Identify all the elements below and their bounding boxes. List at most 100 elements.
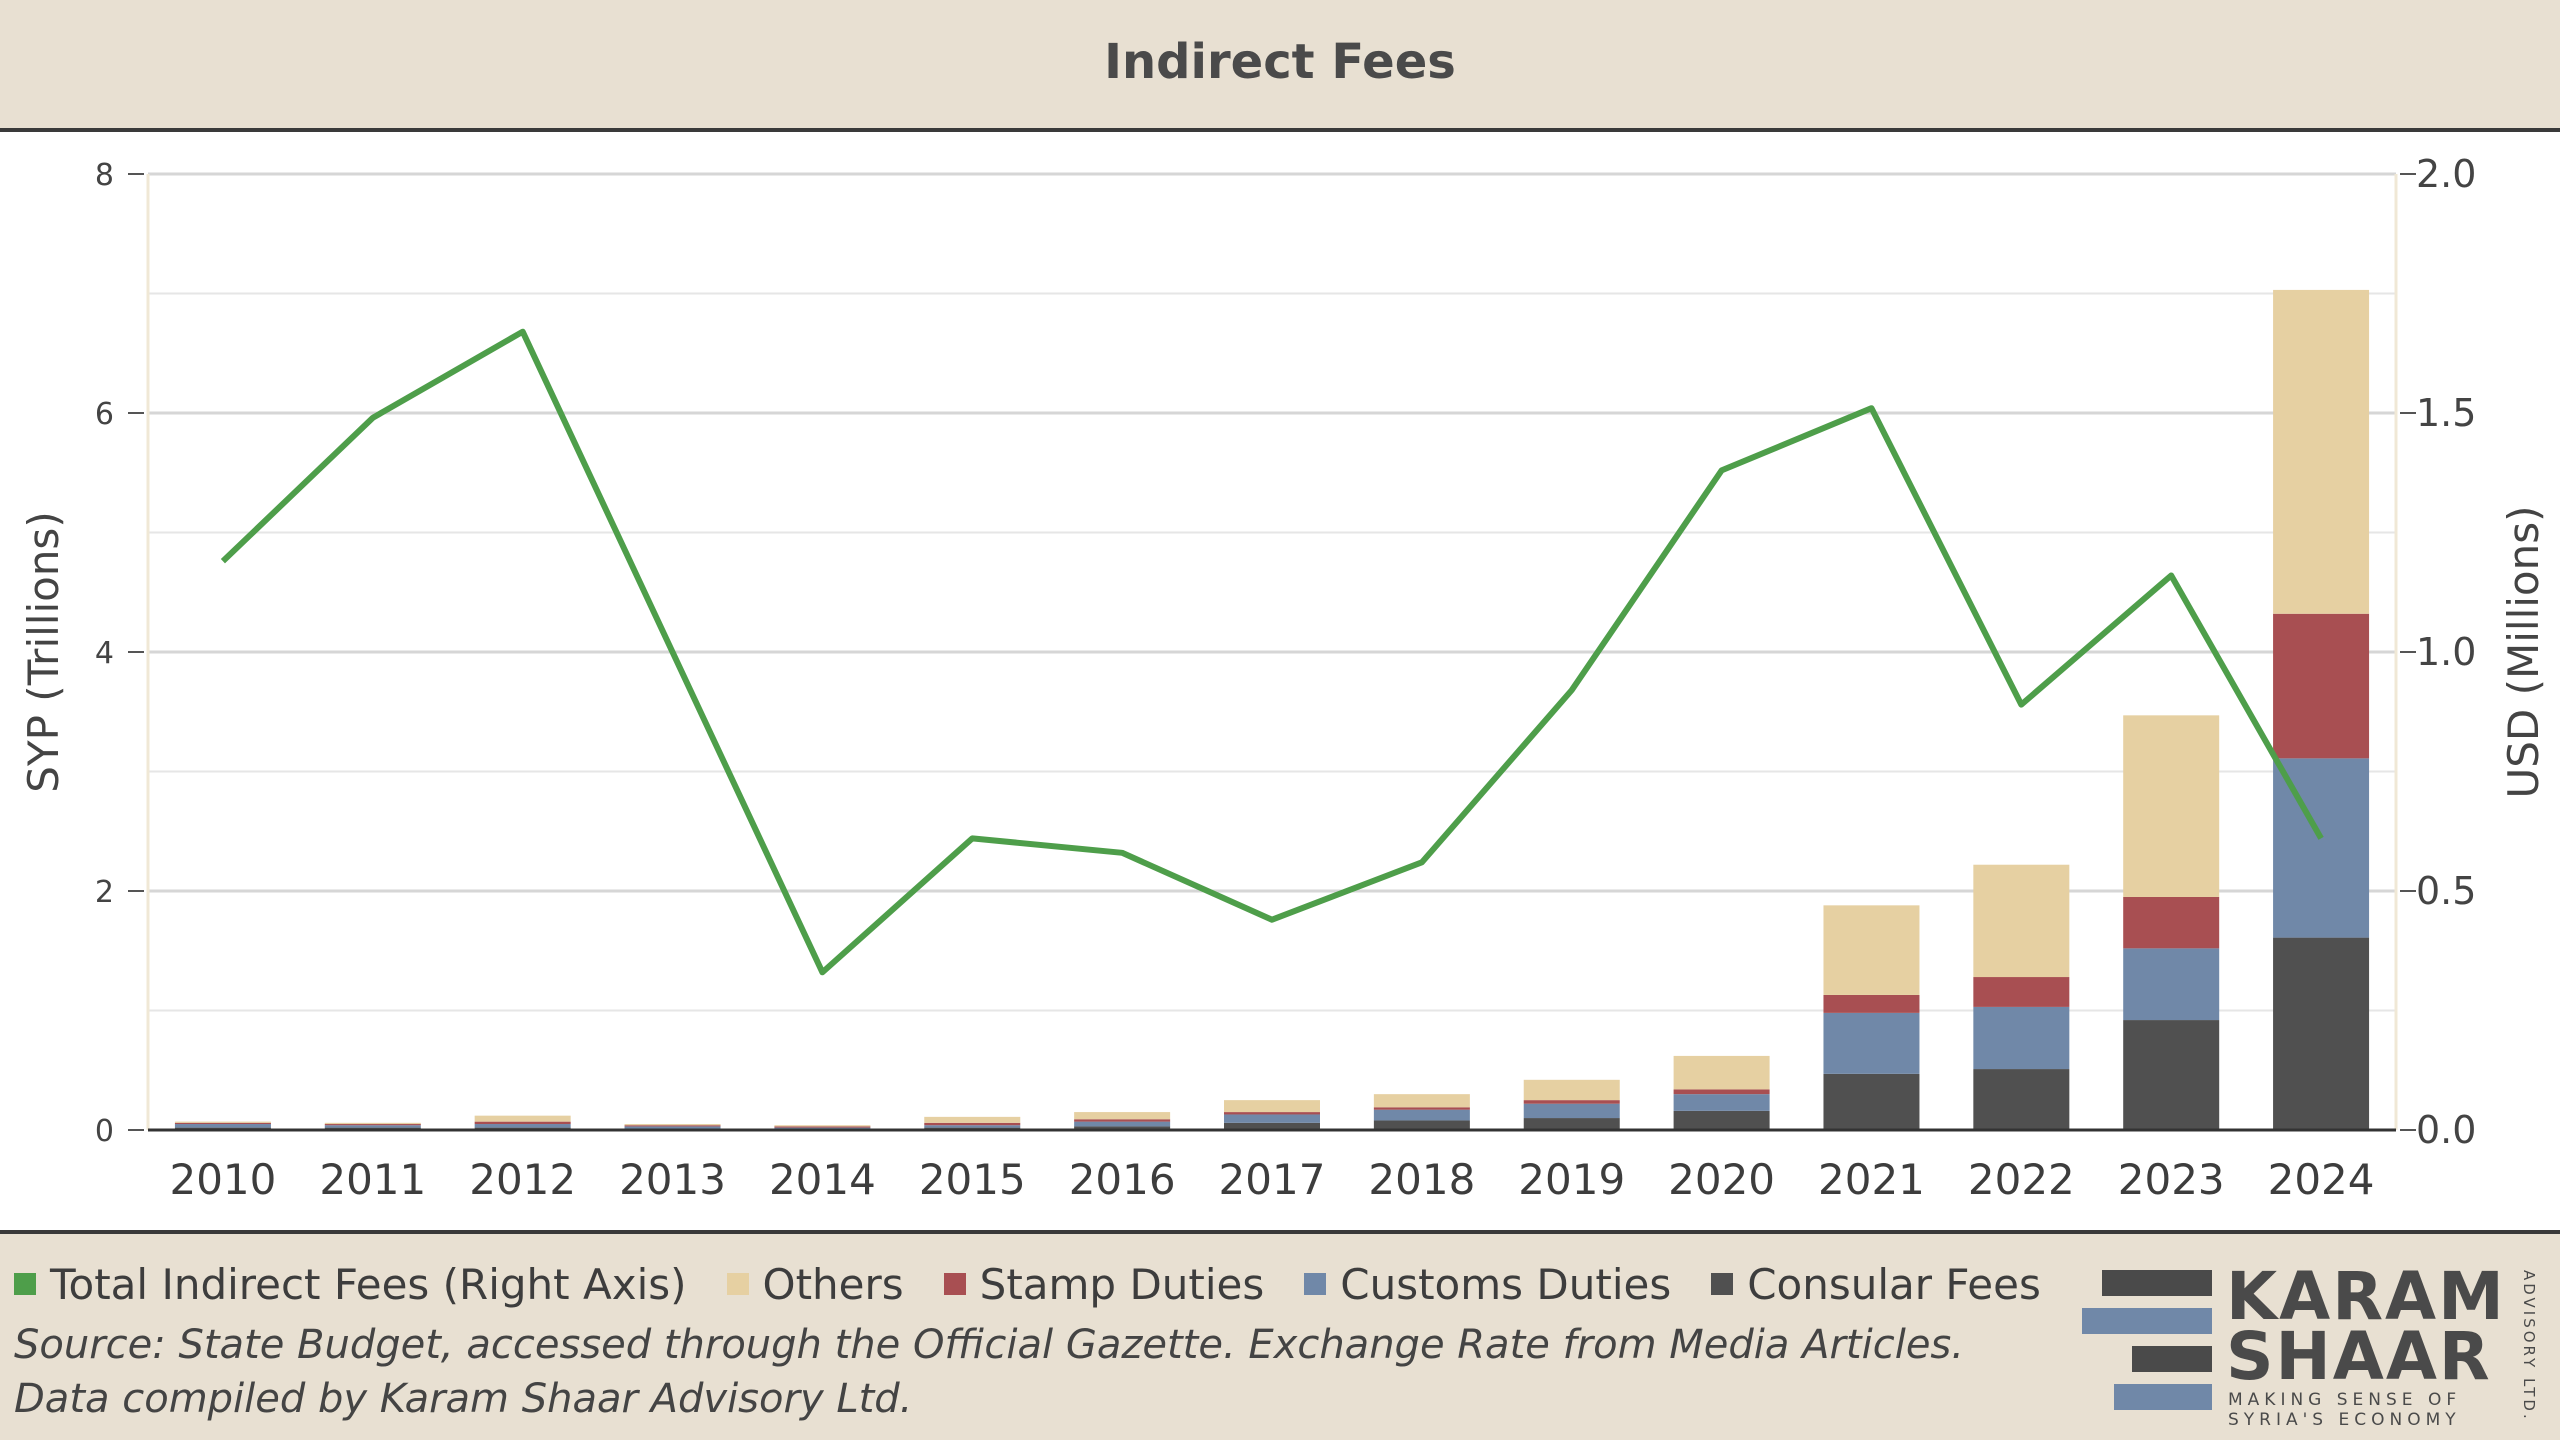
bar-stamp-duties-2010 [174, 1122, 271, 1125]
legend-swatch [726, 1273, 749, 1295]
bar-customs-duties-2022 [1973, 1006, 2070, 1070]
bar-consular-fees-2024 [2273, 937, 2370, 1130]
x-tick-label: 2011 [319, 1155, 426, 1204]
bar-others-2022 [1973, 864, 2070, 978]
y2-tick-label: 0.0 [2416, 1108, 2476, 1152]
legend-swatch [1304, 1273, 1327, 1295]
logo-bar [2102, 1270, 2212, 1296]
x-tick-label: 2024 [2268, 1155, 2375, 1204]
legend-label: Stamp Duties [979, 1259, 1265, 1309]
bar-others-2011 [324, 1122, 421, 1125]
bar-stamp-duties-2019 [1523, 1100, 1620, 1104]
plot-area: 0 2 4 6 8 0.0 0.5 1.0 1.5 2.0 SYP (Trillions) USD (… [0, 132, 2560, 1234]
bar-others-2016 [1074, 1112, 1171, 1120]
bar-stamp-duties-2018 [1373, 1107, 1470, 1110]
x-tick-label: 2010 [169, 1155, 276, 1204]
bar-stamp-duties-2016 [1074, 1119, 1171, 1122]
legend: Total Indirect Fees (Right Axis) Others St… [14, 1254, 2081, 1314]
y2-tick-label: 0.5 [2416, 869, 2476, 913]
bar-stamp-duties-2015 [924, 1122, 1021, 1126]
x-tick-label: 2014 [769, 1155, 876, 1204]
bar-stamp-duties-2024 [2273, 613, 2370, 759]
logo-tagline-1: MAKING SENSE OF [2228, 1390, 2462, 1410]
chart: 0 2 4 6 8 0.0 0.5 1.0 1.5 2.0 SYP (Trillions) USD (… [19, 152, 2548, 1204]
bar-others-2017 [1224, 1100, 1320, 1113]
bar-others-2014 [774, 1125, 871, 1127]
y2-tick-label: 1.0 [2416, 630, 2476, 674]
bar-stamp-duties-2014 [774, 1126, 871, 1128]
bar-consular-fees-2023 [2123, 1020, 2220, 1130]
x-tick-label: 2013 [619, 1155, 726, 1204]
x-tick-label: 2016 [1069, 1155, 1176, 1204]
bar-consular-fees-2018 [1373, 1120, 1470, 1130]
bar-customs-duties-2011 [324, 1125, 421, 1128]
bar-consular-fees-2022 [1973, 1069, 2070, 1130]
legend-item: Others [726, 1260, 904, 1309]
bar-others-2010 [174, 1121, 271, 1123]
legend-item: Consular Fees [1711, 1260, 2041, 1309]
x-tick-label: 2022 [1968, 1155, 2075, 1204]
bar-stamp-duties-2021 [1823, 994, 1920, 1013]
bar-customs-duties-2015 [924, 1125, 1021, 1128]
y-tick-label: 2 [95, 875, 114, 910]
bar-stamp-duties-2020 [1673, 1089, 1770, 1095]
bar-customs-duties-2020 [1673, 1094, 1770, 1111]
legend-swatch [14, 1273, 36, 1295]
bar-customs-duties-2016 [1074, 1121, 1171, 1127]
x-tick-label: 2020 [1668, 1155, 1775, 1204]
logo-side-text: ADVISORY LTD. [2520, 1270, 2538, 1422]
bar-others-2021 [1823, 905, 1920, 995]
logo-word-shaar: SHAAR [2226, 1318, 2492, 1395]
bar-others-2015 [924, 1116, 1021, 1123]
bar-consular-fees-2019 [1523, 1118, 1620, 1130]
y-tick-label: 8 [95, 158, 114, 193]
bar-others-2013 [624, 1124, 721, 1126]
y2-tick-label: 2.0 [2416, 152, 2476, 196]
chart-title: Indirect Fees [1104, 34, 1456, 90]
bar-stamp-duties-2012 [474, 1121, 571, 1125]
y-tick-label: 6 [95, 397, 114, 432]
bar-stamp-duties-2023 [2123, 896, 2220, 949]
bar-stamp-duties-2013 [624, 1125, 721, 1127]
legend-swatch [943, 1273, 966, 1295]
logo: KARAM SHAAR MAKING SENSE OF SYRIA'S ECON… [2080, 1264, 2550, 1440]
bar-customs-duties-2012 [474, 1124, 571, 1128]
logo-bar [2132, 1346, 2212, 1372]
logo-bar [2114, 1384, 2212, 1410]
bar-customs-duties-2018 [1373, 1109, 1470, 1121]
y2-tick-label: 1.5 [2416, 391, 2476, 435]
bar-others-2020 [1673, 1055, 1770, 1090]
bar-customs-duties-2021 [1823, 1012, 1920, 1074]
x-tick-label: 2012 [469, 1155, 576, 1204]
x-tick-label: 2019 [1518, 1155, 1625, 1204]
footer: Total Indirect Fees (Right Axis) Others St… [0, 1234, 2560, 1440]
bar-stamp-duties-2017 [1224, 1112, 1320, 1115]
y-tick-label: 4 [95, 636, 114, 671]
logo-bar [2082, 1308, 2212, 1334]
legend-label: Total Indirect Fees (Right Axis) [50, 1259, 687, 1309]
legend-label: Customs Duties [1340, 1259, 1672, 1309]
x-tick-label: 2017 [1219, 1155, 1326, 1204]
line-total-indirect-fees [220, 328, 2324, 976]
x-tick-label: 2015 [919, 1155, 1026, 1204]
y-axis-title: SYP (Trillions) [19, 511, 68, 792]
bar-customs-duties-2013 [624, 1126, 721, 1129]
source-note: Source: State Budget, accessed through t… [14, 1322, 1964, 1422]
legend-swatch [1711, 1273, 1734, 1295]
bar-others-2018 [1373, 1094, 1470, 1108]
legend-item: Customs Duties [1304, 1260, 1671, 1309]
legend-item: Total Indirect Fees (Right Axis) [14, 1260, 687, 1309]
x-tick-label: 2023 [2118, 1155, 2225, 1204]
legend-item: Stamp Duties [943, 1259, 1265, 1309]
bar-others-2012 [474, 1115, 571, 1122]
logo-word-karam: KARAM [2226, 1258, 2506, 1335]
bar-customs-duties-2010 [174, 1124, 271, 1128]
x-tick-label: 2021 [1818, 1155, 1925, 1204]
y2-axis-title: USD (Millions) [2499, 506, 2548, 799]
bar-customs-duties-2014 [774, 1127, 871, 1129]
bar-customs-duties-2019 [1523, 1103, 1620, 1119]
legend-label: Consular Fees [1747, 1259, 2041, 1309]
bar-others-2019 [1523, 1079, 1620, 1101]
bar-others-2023 [2123, 715, 2220, 897]
y-tick-label: 0 [95, 1114, 114, 1149]
